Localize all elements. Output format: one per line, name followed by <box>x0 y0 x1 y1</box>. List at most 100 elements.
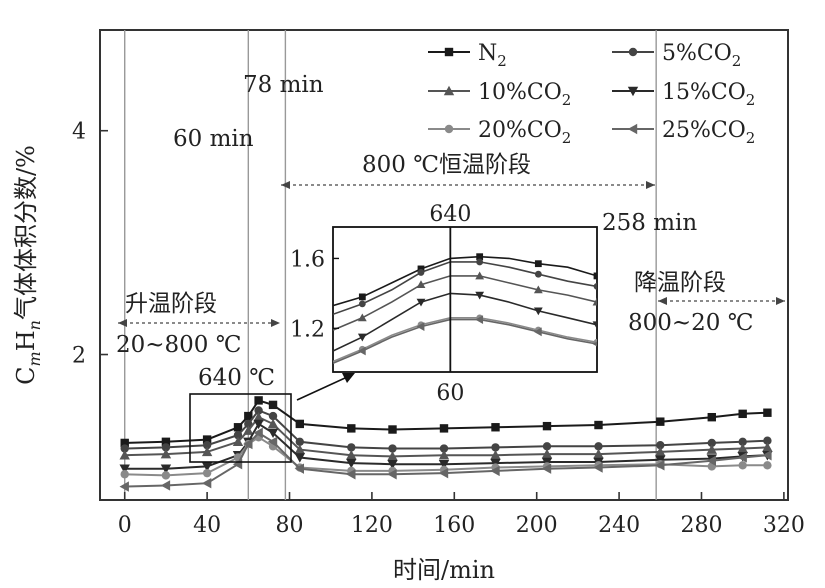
annotation-heating-stage: 升温阶段 <box>125 291 217 317</box>
series-2-point <box>244 419 253 429</box>
x-tick-label: 40 <box>193 513 221 538</box>
series-group <box>119 396 773 492</box>
series-4-point <box>387 459 398 470</box>
inset-y-tick-label: 1.6 <box>290 247 325 272</box>
heat-arrow-left-head <box>118 319 127 327</box>
series-2-point <box>268 411 278 421</box>
inset-y-tick-label: 1.2 <box>290 317 325 342</box>
x-tick-label: 160 <box>433 513 475 538</box>
legend-marker <box>444 47 454 57</box>
series-1-point <box>707 412 716 422</box>
series-1-point <box>254 396 263 405</box>
series-2-point <box>542 442 552 451</box>
series-2-point <box>254 406 263 415</box>
inset-panel: 1.2 1.6 640 60 <box>290 202 598 406</box>
plot-frame <box>99 29 789 501</box>
series-2-point <box>388 444 397 453</box>
series-4-point <box>346 458 357 469</box>
y-label-sub-m: m <box>25 351 44 366</box>
inset-series-6-point <box>592 341 597 347</box>
series-1-point <box>763 408 772 417</box>
series-1-point <box>295 419 305 429</box>
inset-series-1-point <box>417 265 425 273</box>
series-1-point <box>388 425 397 434</box>
series-6-point <box>253 427 263 439</box>
series-5-point <box>161 471 171 480</box>
series-3-point <box>490 450 501 460</box>
series-6-point <box>119 481 129 492</box>
series-2-point <box>491 443 500 452</box>
legend-marker <box>444 124 454 134</box>
inset-series-3-point <box>416 280 426 289</box>
inset-series-6-point <box>475 315 484 324</box>
annotation-640c: 640 ℃ <box>198 365 275 391</box>
series-6-point <box>762 450 772 461</box>
callout-line <box>296 377 346 401</box>
series-3-point <box>593 448 604 459</box>
series-1-point <box>656 417 665 426</box>
annotation-cooling-range: 800~20 ℃ <box>628 310 753 336</box>
series-3-point <box>438 450 450 460</box>
series-line-2 <box>124 409 768 450</box>
series-4-point <box>160 464 172 474</box>
series-6-point <box>243 438 253 450</box>
callout-arrow-head <box>342 373 355 383</box>
inset-series-group <box>333 253 597 365</box>
x-axis-label: 时间/min <box>393 556 495 584</box>
series-1-point <box>161 437 171 447</box>
series-3-point <box>253 411 264 422</box>
annotation-60min: 60 min <box>173 126 254 152</box>
series-4-point <box>201 462 213 472</box>
x-tick-label: 200 <box>516 513 558 538</box>
legend-entry-label: 10%CO2 <box>478 80 571 109</box>
legend-entry-label: 20%CO2 <box>478 118 571 147</box>
inset-series-4-point <box>592 321 597 330</box>
series-2-point <box>202 440 212 450</box>
inset-series-1-point <box>534 260 542 268</box>
inset-series-line-2 <box>333 261 597 316</box>
series-6-point <box>160 480 171 491</box>
inset-series-3-point <box>357 313 367 322</box>
series-1-point <box>542 421 552 431</box>
inset-series-line-5 <box>333 317 597 363</box>
series-line-4 <box>124 422 768 470</box>
series-6-point <box>438 467 449 479</box>
annotation-78min: 78 min <box>243 72 324 98</box>
annotation-258min: 258 min <box>602 210 697 236</box>
series-3-point <box>243 425 254 435</box>
legend: N2 5%CO2 10%CO2 15%CO2 20%CO2 25%CO2 <box>428 41 755 147</box>
cool-arrow-right-head <box>776 297 785 305</box>
series-3-point <box>267 418 279 429</box>
inset-series-4-point <box>357 333 367 342</box>
inset-series-6-point <box>357 346 366 356</box>
series-6-point <box>737 452 747 463</box>
series-4-point <box>253 419 264 430</box>
series-2-point <box>233 430 243 440</box>
series-2-point <box>439 444 449 453</box>
inset-series-2-point <box>593 282 597 290</box>
series-2-point <box>347 443 356 452</box>
legend-entry-label: 25%CO2 <box>662 118 755 147</box>
series-3-point <box>655 446 666 457</box>
inset-series-2-point <box>417 269 425 276</box>
series-4-point <box>438 459 450 470</box>
series-2-point <box>295 437 305 447</box>
inset-series-line-6 <box>333 318 597 365</box>
series-3-point <box>346 450 357 460</box>
inset-series-4-point <box>475 291 485 300</box>
hold-arrow-right-head <box>646 181 655 189</box>
series-5-point <box>738 461 747 470</box>
series-2-point <box>120 444 129 453</box>
annotation-heating-range: 20~800 ℃ <box>116 332 241 358</box>
series-2-point <box>656 440 665 450</box>
inset-series-3-point <box>592 297 597 306</box>
inset-series-6-point <box>416 322 425 331</box>
y-tick-label: 4 <box>72 120 86 145</box>
series-4-point <box>267 428 279 439</box>
inset-bottom-label: 60 <box>436 381 464 406</box>
legend-marker <box>627 86 639 97</box>
y-axis-label: CmHn气体体积分数/% <box>12 145 44 385</box>
series-6-point <box>387 469 397 480</box>
series-6-point <box>593 462 603 473</box>
